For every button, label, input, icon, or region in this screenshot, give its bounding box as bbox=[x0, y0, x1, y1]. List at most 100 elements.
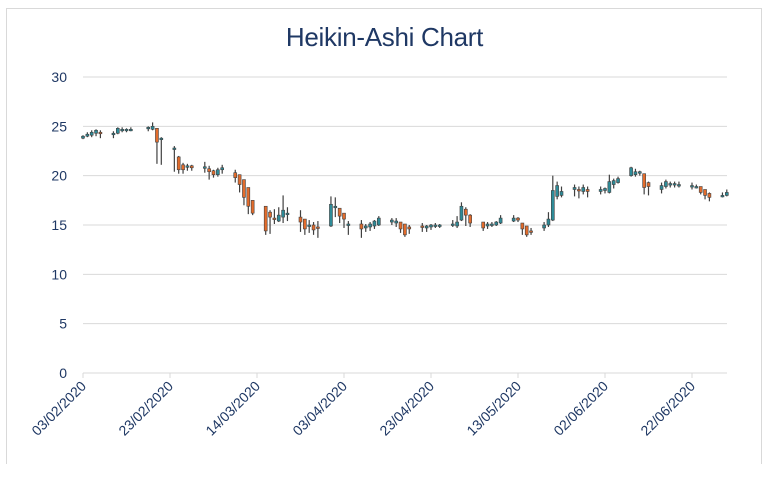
candle bbox=[368, 222, 372, 231]
candle bbox=[524, 225, 529, 237]
candle-body bbox=[424, 225, 429, 229]
candle-body bbox=[598, 189, 603, 192]
candle-body bbox=[407, 226, 412, 230]
candle-body bbox=[450, 223, 455, 226]
candle bbox=[437, 224, 442, 228]
candle-body bbox=[120, 128, 124, 132]
chart-frame bbox=[6, 8, 762, 464]
candle-body bbox=[659, 185, 664, 190]
candle bbox=[398, 221, 403, 233]
candle-body bbox=[390, 219, 394, 223]
candle-body bbox=[333, 205, 338, 209]
candle-body bbox=[490, 223, 494, 226]
candle-body bbox=[581, 187, 586, 192]
candle bbox=[659, 182, 664, 194]
candle bbox=[633, 168, 638, 177]
candle-body bbox=[237, 174, 242, 185]
x-tick-label: 23/04/2020 bbox=[376, 378, 437, 439]
candle-body bbox=[203, 166, 207, 169]
candle-body bbox=[376, 217, 381, 226]
candlestick-series bbox=[81, 122, 729, 238]
candle-body bbox=[303, 218, 307, 230]
candle-body bbox=[542, 224, 546, 229]
y-tick-label: 15 bbox=[51, 217, 67, 233]
candle bbox=[690, 182, 694, 190]
candle-body bbox=[720, 195, 725, 198]
candle-body bbox=[172, 147, 177, 150]
chart-title: Heikin-Ashi Chart bbox=[285, 22, 484, 52]
candle bbox=[246, 187, 251, 215]
candle-body bbox=[316, 226, 320, 229]
candle-body bbox=[572, 187, 577, 190]
candle bbox=[316, 221, 320, 238]
candle-body bbox=[276, 214, 281, 222]
candle-body bbox=[81, 135, 85, 139]
candle-body bbox=[485, 223, 490, 227]
candle bbox=[116, 127, 120, 135]
candle bbox=[433, 223, 438, 228]
y-tick-label: 0 bbox=[59, 365, 67, 381]
candle-body bbox=[511, 217, 516, 222]
candle-body bbox=[498, 217, 503, 224]
candle bbox=[698, 186, 703, 195]
candle bbox=[285, 207, 290, 222]
candle bbox=[424, 225, 429, 232]
candle bbox=[146, 126, 151, 132]
candle bbox=[129, 127, 133, 132]
candle-body bbox=[668, 183, 673, 186]
candle bbox=[390, 218, 394, 225]
candle-body bbox=[616, 178, 620, 183]
candle-body bbox=[433, 224, 438, 227]
candle bbox=[176, 155, 181, 174]
candle-body bbox=[98, 131, 103, 135]
candle bbox=[346, 221, 351, 235]
candle bbox=[268, 210, 272, 234]
candle-body bbox=[494, 221, 499, 226]
candle-body bbox=[189, 165, 194, 169]
candle-body bbox=[372, 220, 377, 227]
candle bbox=[664, 179, 668, 189]
candle-body bbox=[703, 189, 707, 196]
y-tick-label: 20 bbox=[51, 168, 67, 184]
candle-body bbox=[207, 168, 211, 173]
candle bbox=[485, 222, 490, 229]
candle bbox=[337, 207, 342, 224]
candle bbox=[189, 164, 194, 171]
candle bbox=[363, 224, 368, 232]
candle-body bbox=[603, 188, 607, 191]
candle-body bbox=[337, 207, 342, 217]
candle bbox=[272, 209, 277, 225]
candle bbox=[429, 224, 433, 230]
candle bbox=[463, 207, 468, 226]
candle bbox=[150, 122, 155, 131]
candle bbox=[211, 169, 216, 178]
candle bbox=[242, 179, 246, 206]
candle-body bbox=[546, 218, 551, 226]
candle-body bbox=[463, 208, 468, 216]
candle bbox=[672, 181, 677, 188]
candle-body bbox=[611, 180, 616, 185]
candle bbox=[359, 220, 364, 238]
candle-body bbox=[420, 225, 425, 228]
candle bbox=[220, 164, 224, 174]
candle bbox=[581, 184, 586, 195]
candle bbox=[707, 192, 712, 202]
candle bbox=[203, 161, 207, 173]
candle bbox=[555, 181, 559, 200]
candle-body bbox=[368, 223, 372, 228]
candle-body bbox=[263, 205, 268, 232]
x-tick-label: 13/05/2020 bbox=[463, 378, 524, 439]
candle bbox=[490, 222, 494, 227]
candle-body bbox=[94, 129, 98, 134]
candle-body bbox=[394, 220, 399, 224]
candle-body bbox=[690, 185, 694, 188]
candle-body bbox=[298, 216, 303, 223]
candle-body bbox=[111, 132, 116, 136]
candle bbox=[585, 186, 590, 198]
candle bbox=[394, 218, 399, 227]
candle bbox=[172, 146, 177, 172]
y-tick-label: 30 bbox=[51, 69, 67, 85]
candle bbox=[603, 187, 607, 194]
candle-body bbox=[455, 221, 459, 227]
candle bbox=[124, 128, 129, 133]
